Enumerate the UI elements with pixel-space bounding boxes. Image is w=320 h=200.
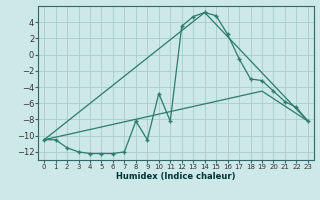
X-axis label: Humidex (Indice chaleur): Humidex (Indice chaleur) xyxy=(116,172,236,181)
